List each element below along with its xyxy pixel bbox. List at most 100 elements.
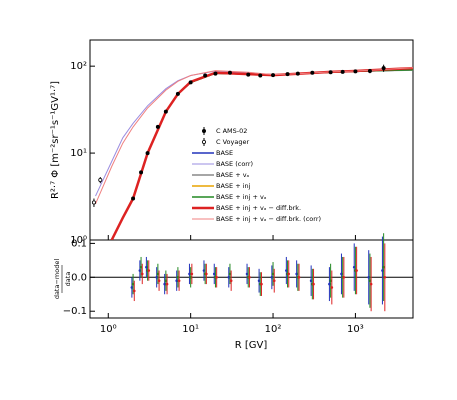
x-tick-label: 10³: [347, 324, 364, 335]
data-point: [367, 68, 372, 73]
residual-point: [157, 279, 161, 282]
residual-point: [188, 272, 191, 276]
data-point: [227, 70, 232, 75]
residual-label-num: data−model: [53, 259, 61, 300]
residual-point: [145, 265, 148, 269]
residual-point: [176, 276, 180, 279]
residual-point: [287, 272, 291, 276]
residual-y-tick-label: −0.1: [63, 306, 87, 317]
residual-point: [383, 276, 387, 279]
residual-y-tick-label: 0.1: [71, 238, 87, 249]
residual-point: [312, 282, 315, 286]
residual-point: [163, 282, 166, 286]
legend-label: BASE + inj + vₐ − diff.brk.: [216, 204, 301, 212]
model-line: [95, 68, 413, 197]
data-point: [340, 69, 345, 74]
residual-point: [228, 272, 232, 276]
x-tick-label: 10⁰: [100, 324, 117, 335]
data-point: [353, 69, 358, 74]
residual-point: [248, 276, 251, 279]
data-point: [91, 200, 96, 205]
residual-point: [229, 279, 233, 282]
residual-label-den: data: [64, 272, 72, 287]
legend-marker: [201, 139, 206, 144]
legend-label: BASE + inj: [216, 182, 251, 190]
residual-point: [369, 282, 373, 286]
data-point: [188, 80, 193, 85]
y-tick-label: 10¹: [70, 148, 87, 159]
residual-point: [355, 269, 358, 272]
residual-point: [257, 279, 261, 282]
residual-point: [352, 265, 356, 269]
legend-label: BASE + inj + vₐ: [216, 193, 267, 201]
residual-point: [147, 269, 151, 272]
residual-point: [309, 279, 313, 282]
data-point: [328, 70, 333, 75]
data-point: [175, 91, 180, 96]
residual-y-tick-label: 0.0: [71, 272, 87, 283]
residual-point: [285, 269, 288, 272]
residual-point: [227, 276, 231, 279]
residual-point: [202, 269, 206, 272]
legend-label: C Voyager: [216, 138, 249, 146]
x-tick-label: 10¹: [182, 324, 199, 335]
data-point: [139, 170, 144, 175]
data-point: [285, 72, 290, 77]
residual-point: [132, 289, 136, 293]
residual-point: [156, 272, 160, 276]
data-point: [246, 72, 251, 77]
data-point: [381, 66, 386, 71]
y-tick-label: 10²: [70, 61, 87, 72]
data-point: [145, 151, 150, 156]
bottom-frame: [89, 239, 414, 319]
data-point: [258, 73, 263, 78]
legend-label: C AMS-02: [216, 127, 247, 135]
data-point: [295, 71, 300, 76]
residual-point: [271, 272, 275, 276]
data-point: [271, 73, 276, 78]
residual-point: [189, 276, 192, 279]
residual-point: [368, 279, 372, 282]
residual-point: [295, 272, 298, 276]
residual-point: [155, 276, 158, 279]
residual-point: [175, 279, 178, 282]
legend-label: BASE: [216, 149, 233, 157]
residual-point: [270, 276, 274, 279]
legend-label: BASE + inj + vₐ − diff.brk. (corr): [216, 215, 321, 223]
residual-point: [164, 279, 168, 282]
residual-point: [329, 279, 332, 282]
data-point: [98, 178, 103, 183]
data-point: [155, 124, 160, 129]
y-label: R²·⁷ Φ [m⁻²sr⁻¹s⁻¹GV¹·⁷]: [50, 81, 61, 199]
residual-point: [212, 272, 216, 276]
x-label: R [GV]: [235, 340, 268, 351]
residual-point: [130, 286, 134, 289]
residual-point: [382, 265, 385, 269]
residual-y-label: data−model data: [53, 259, 72, 300]
model-line: [95, 67, 413, 205]
residual-point: [140, 272, 144, 276]
residual-point: [139, 265, 143, 269]
residual-point: [367, 276, 371, 279]
residual-point: [340, 272, 343, 276]
residual-point: [297, 276, 301, 279]
legend-marker: [201, 128, 206, 133]
residual-point: [190, 272, 194, 276]
legend-label: BASE (corr): [216, 160, 253, 168]
residual-point: [131, 282, 135, 286]
residual-point: [381, 269, 384, 272]
residual-point: [215, 276, 218, 279]
residual-point: [272, 279, 276, 282]
residual-point: [177, 279, 181, 282]
residual-point: [342, 276, 346, 279]
residual-point: [260, 282, 263, 286]
legend-label: BASE + vₐ: [216, 171, 250, 179]
data-point: [203, 73, 208, 78]
data-point: [213, 71, 218, 76]
residual-point: [165, 282, 169, 286]
residual-point: [330, 286, 334, 289]
residual-point: [138, 269, 142, 272]
data-point: [131, 196, 136, 201]
data-point: [163, 109, 168, 114]
